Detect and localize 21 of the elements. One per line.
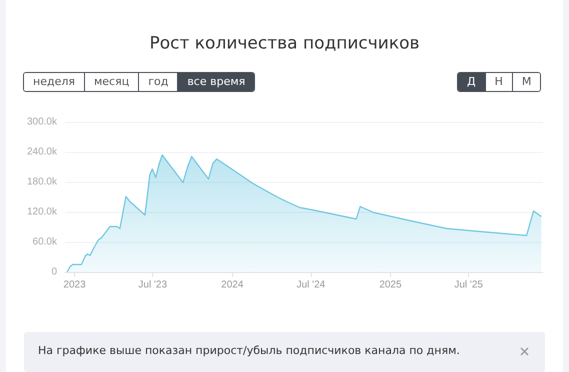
text: На графике выше показан прирост/убыль подписчиков канала по дням. (38, 344, 460, 357)
x-tick-label: Jul '25 (454, 280, 484, 290)
text: все время (177, 73, 254, 91)
text: месяц (84, 73, 138, 91)
x-tick-label: 2023 (63, 280, 86, 290)
x-tick-label: Jul '23 (138, 280, 168, 290)
chart-title: Рост количества подписчиков (149, 34, 420, 54)
y-tick-label: 240.0k (26, 146, 58, 158)
text: М (512, 73, 540, 91)
x-tick-label: Jul '24 (296, 280, 326, 290)
y-tick-label: 300.0k (26, 116, 58, 128)
x-tick-label: 2024 (221, 280, 244, 290)
y-tick-label: 60.0k (32, 236, 58, 248)
text: Н (484, 73, 512, 91)
y-tick-label: 180.0k (26, 176, 58, 188)
x-tick-label: 2025 (379, 280, 402, 290)
text: неделя (24, 73, 84, 91)
y-tick-label: 120.0k (26, 206, 58, 218)
y-tick-label: 0 (51, 266, 58, 278)
text: Д (458, 73, 485, 91)
text: год (138, 73, 178, 91)
